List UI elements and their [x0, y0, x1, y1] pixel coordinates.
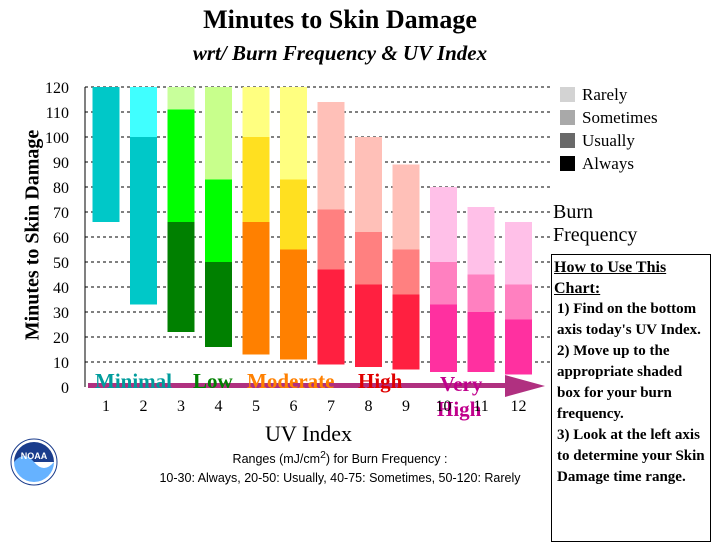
- uv-band-label-moderate: Moderate: [247, 369, 334, 393]
- uv-band-label-minimal: Minimal: [95, 369, 172, 393]
- bar-uv4-rarely: [205, 87, 232, 180]
- ranges-line-1-a: Ranges (mJ/cm: [232, 452, 321, 467]
- bar-uv7-rarely: [317, 102, 345, 210]
- uv-band-label-very: Very: [440, 372, 483, 396]
- legend-label-always: Always: [582, 154, 634, 173]
- x-tick-label-12: 12: [511, 398, 527, 415]
- y-axis-label: Minutes to Skin Damage: [21, 129, 44, 341]
- y-tick-label-80: 80: [53, 180, 69, 197]
- how-to-box: How to Use This Chart: 1) Find on the bo…: [551, 254, 711, 542]
- y-tick-label-0: 0: [61, 380, 69, 397]
- bar-uv11-usually: [467, 312, 495, 372]
- how-to-step-2: 2) Move up to the appropriate shaded box…: [557, 343, 683, 422]
- x-tick-label-5: 5: [252, 398, 260, 415]
- bar-uv5-sometimes: [242, 137, 270, 222]
- x-tick-label-6: 6: [290, 398, 298, 415]
- bar-uv12-sometimes: [505, 284, 532, 320]
- x-tick-label-1: 1: [102, 398, 110, 415]
- x-tick-label-8: 8: [365, 398, 373, 415]
- bar-uv7-sometimes: [317, 209, 345, 270]
- bar-uv12-rarely: [505, 222, 532, 285]
- bar-uv10-rarely: [430, 187, 457, 262]
- x-tick-label-10: 10: [436, 398, 452, 415]
- bar-uv10-sometimes: [430, 262, 457, 305]
- y-tick-label-90: 90: [53, 155, 69, 172]
- x-tick-label-11: 11: [473, 398, 488, 415]
- bar-uv8-usually: [355, 284, 382, 367]
- bar-uv4-sometimes: [205, 179, 232, 262]
- legend-label-sometimes: Sometimes: [582, 108, 658, 127]
- bar-uv4-usually: [205, 262, 232, 347]
- x-tick-label-3: 3: [177, 398, 185, 415]
- noaa-logo-text: NOAA: [21, 451, 48, 461]
- ranges-line-1-sup: 2: [320, 450, 326, 461]
- x-axis-label: UV Index: [265, 421, 352, 446]
- bar-uv6-sometimes: [280, 179, 307, 250]
- bar-uv2-sometimes: [130, 137, 157, 305]
- bar-uv9-sometimes: [392, 249, 420, 295]
- x-tick-label-4: 4: [215, 398, 223, 415]
- legend-label-rarely: Rarely: [582, 85, 628, 104]
- legend-swatch-rarely: [560, 87, 575, 102]
- uv-arrow-head: [505, 375, 545, 397]
- ranges-line-2: 10-30: Always, 20-50: Usually, 40-75: So…: [159, 471, 521, 486]
- legend-label-usually: Usually: [582, 131, 635, 150]
- uv-band-label-high: High: [358, 369, 403, 393]
- uv-band-label-high2: High: [437, 397, 482, 421]
- y-tick-label-20: 20: [53, 330, 69, 347]
- y-tick-label-10: 10: [53, 355, 69, 372]
- bar-uv3-usually: [167, 222, 195, 332]
- ranges-note: Ranges (mJ/cm2) for Burn Frequency : 10-…: [140, 446, 540, 488]
- how-to-step-1: 1) Find on the bottom axis today's UV In…: [557, 301, 701, 338]
- chart-subtitle: wrt/ Burn Frequency & UV Index: [192, 41, 488, 65]
- y-tick-label-120: 120: [45, 80, 69, 97]
- bar-uv10-usually: [430, 304, 457, 372]
- how-to-heading: How to Use This Chart:: [554, 259, 667, 297]
- bar-uv8-rarely: [355, 137, 382, 232]
- x-tick-label-9: 9: [402, 398, 410, 415]
- legend-swatch-usually: [560, 133, 575, 148]
- uv-arrow-shaft: [88, 383, 518, 388]
- bar-uv9-usually: [392, 294, 420, 370]
- legend-caption: Burn Frequency: [553, 201, 638, 246]
- y-tick-label-60: 60: [53, 230, 69, 247]
- x-tick-label-2: 2: [140, 398, 148, 415]
- bar-uv5-usually: [242, 222, 270, 355]
- bar-uv12-usually: [505, 319, 532, 375]
- ranges-line-1: Ranges (mJ/cm2) for Burn Frequency :: [140, 446, 540, 469]
- bar-uv8-sometimes: [355, 232, 382, 285]
- y-tick-label-40: 40: [53, 280, 69, 297]
- bar-uv2-rarely: [130, 87, 157, 137]
- bar-uv11-rarely: [467, 207, 495, 275]
- bar-uv11-sometimes: [467, 274, 495, 312]
- bar-uv6-rarely: [280, 87, 307, 180]
- legend-swatch-sometimes: [560, 110, 575, 125]
- bar-uv5-rarely: [242, 87, 270, 137]
- how-to-step-3: 3) Look at the left axis to determine yo…: [557, 427, 705, 485]
- bar-uv1-rarely: [92, 87, 120, 222]
- bar-uv6-usually: [280, 249, 307, 360]
- noaa-logo-icon: NOAA: [10, 438, 58, 486]
- y-tick-label-50: 50: [53, 255, 69, 272]
- bar-uv9-rarely: [392, 164, 420, 250]
- bar-uv7-usually: [317, 269, 345, 365]
- bar-uv3-rarely: [167, 87, 195, 110]
- x-tick-label-7: 7: [327, 398, 335, 415]
- ranges-line-1-b: ) for Burn Frequency :: [325, 452, 448, 467]
- chart-title: Minutes to Skin Damage: [203, 5, 477, 34]
- y-tick-label-100: 100: [45, 130, 69, 147]
- uv-band-label-low: Low: [193, 369, 234, 393]
- bar-uv3-sometimes: [167, 109, 195, 222]
- y-tick-label-110: 110: [46, 105, 69, 122]
- y-tick-label-30: 30: [53, 305, 69, 322]
- y-tick-label-70: 70: [53, 205, 69, 222]
- legend-swatch-always: [560, 156, 575, 171]
